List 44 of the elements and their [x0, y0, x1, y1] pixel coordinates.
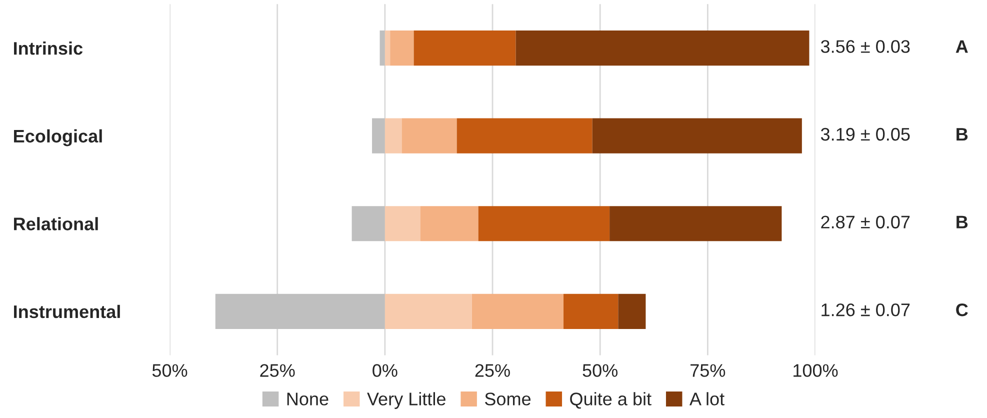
bar	[472, 294, 564, 329]
x-tick-label: 25%	[260, 364, 295, 377]
bar	[420, 206, 478, 242]
y-tick-label: Instrumental	[14, 304, 120, 318]
x-tick-label: 75%	[690, 364, 726, 377]
legend-label: None	[287, 392, 328, 406]
bar	[384, 118, 402, 154]
bar	[372, 118, 385, 154]
bar	[402, 118, 457, 154]
text: 2.87 ± 0.07	[821, 216, 910, 228]
legend-label: Some	[484, 392, 531, 406]
legend-label: A lot	[689, 392, 724, 406]
bar	[478, 206, 610, 242]
bar	[384, 30, 390, 66]
text: A	[956, 40, 968, 53]
y-tick-label: Ecological	[14, 129, 102, 146]
x-tick-label: 25%	[475, 364, 510, 377]
text: B	[956, 128, 968, 141]
bar	[384, 294, 472, 329]
x-tick-label: 50%	[152, 364, 188, 377]
bar	[564, 294, 618, 329]
text: 3.19 ± 0.05	[820, 128, 910, 141]
legend-label: Very Little	[367, 392, 446, 409]
text: 3.56 ± 0.03	[820, 40, 910, 53]
bar	[456, 118, 592, 154]
bar	[352, 206, 385, 242]
x-tick-label: 100%	[794, 364, 838, 377]
text: C	[956, 303, 968, 316]
text: B	[956, 216, 968, 228]
x-tick-label: 50%	[582, 364, 618, 377]
bar	[618, 294, 646, 329]
bar	[380, 30, 385, 66]
bar	[390, 30, 414, 66]
y-tick-label: Relational	[14, 217, 98, 230]
legend-label: Quite a bit	[570, 392, 652, 409]
x-tick-label: 0%	[372, 364, 398, 377]
y-tick-label: Intrinsic	[14, 42, 83, 55]
bar	[610, 206, 782, 242]
bar	[384, 206, 420, 242]
bar	[516, 30, 810, 66]
bar	[215, 294, 385, 329]
text: 1.26 ± 0.07	[822, 303, 910, 316]
bar	[414, 30, 516, 66]
bar	[592, 118, 802, 154]
